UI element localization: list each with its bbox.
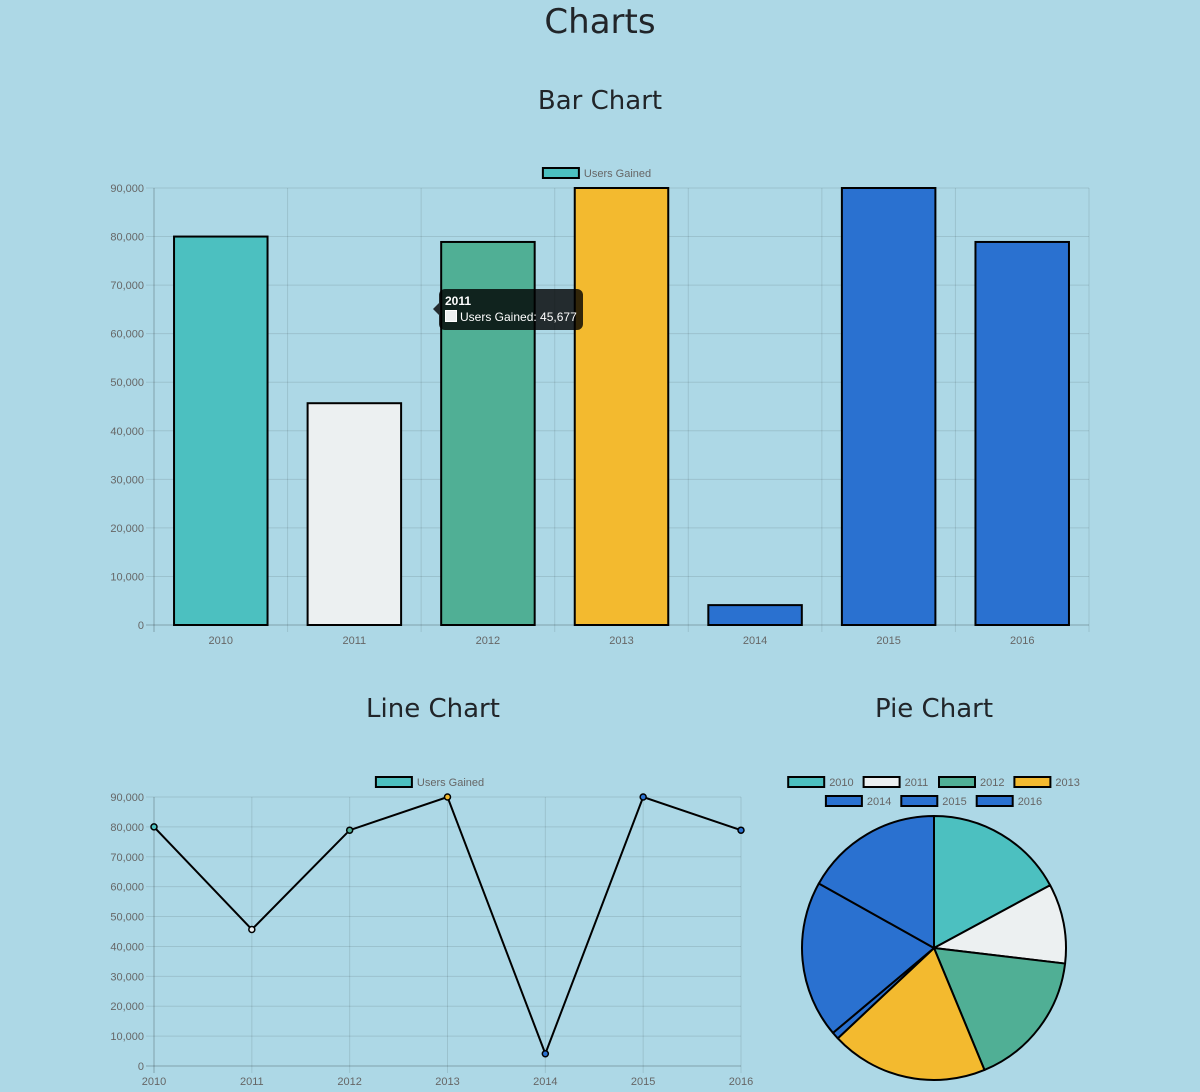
tooltip-color-swatch	[445, 310, 457, 322]
pie-chart-title: Pie Chart	[874, 694, 994, 724]
legend-item-2014[interactable]: 2014	[824, 795, 891, 808]
legend-label: 2013	[1055, 777, 1079, 789]
bar-2010[interactable]	[173, 235, 269, 627]
y-tick-label: 40,000	[110, 426, 144, 438]
legend-swatch	[900, 795, 939, 807]
y-tick-label: 0	[138, 620, 144, 632]
legend-swatch	[862, 776, 901, 788]
y-tick-label: 30,000	[110, 474, 144, 486]
legend-label: 2015	[942, 796, 966, 808]
x-tick-label: 2010	[209, 635, 233, 647]
legend-swatch	[787, 776, 826, 788]
legend-label: 2016	[1018, 796, 1042, 808]
y-tick-label: 80,000	[110, 232, 144, 244]
x-tick-label: 2016	[1010, 635, 1034, 647]
y-tick-label: 90,000	[110, 792, 144, 804]
legend-label: 2012	[980, 777, 1004, 789]
legend-item-2011[interactable]: 2011	[862, 776, 929, 789]
legend-label: Users Gained	[417, 777, 484, 789]
bar-chart-title: Bar Chart	[537, 86, 663, 116]
legend-swatch	[541, 167, 580, 179]
bar-2013[interactable]	[573, 187, 670, 626]
legend-item-2010[interactable]: 2010	[787, 776, 854, 789]
y-tick-label: 20,000	[110, 1001, 144, 1013]
line-point-2011[interactable]	[248, 925, 256, 934]
legend-label: 2014	[867, 796, 891, 808]
legend-swatch	[938, 776, 976, 788]
page-title: Charts	[544, 2, 656, 42]
pie-slice-2013[interactable]	[836, 947, 986, 1081]
tooltip-title: 2011	[445, 294, 472, 308]
x-tick-label: 2012	[476, 635, 500, 647]
pie-slice-2010[interactable]	[933, 815, 1052, 949]
x-tick-label: 2013	[609, 635, 633, 647]
line-point-2015[interactable]	[639, 793, 647, 801]
legend-item[interactable]: Users Gained	[541, 167, 651, 180]
legend-swatch	[374, 776, 413, 788]
legend-label: 2010	[829, 777, 853, 789]
legend-item-2012[interactable]: 2012	[938, 776, 1004, 789]
y-tick-label: 60,000	[110, 329, 144, 341]
pie-slice-2011[interactable]	[933, 884, 1067, 965]
chart-tooltip: 2011 Users Gained: 45,677	[433, 289, 583, 330]
legend-item[interactable]: Users Gained	[374, 776, 484, 789]
y-tick-label: 60,000	[110, 882, 144, 894]
y-tick-label: 0	[138, 1061, 144, 1073]
y-tick-label: 40,000	[110, 941, 144, 953]
y-tick-label: 80,000	[110, 822, 144, 834]
bar-2015[interactable]	[840, 187, 937, 626]
x-tick-label: 2011	[343, 635, 367, 647]
legend-swatch	[975, 795, 1014, 807]
y-tick-label: 50,000	[110, 377, 144, 389]
y-tick-label: 10,000	[110, 1031, 144, 1043]
pie-slice-2012[interactable]	[933, 947, 1067, 1071]
line-point-2014[interactable]	[541, 1050, 550, 1058]
legend-swatch	[824, 795, 863, 807]
bar-2014[interactable]	[707, 604, 803, 626]
y-tick-label: 30,000	[110, 971, 144, 983]
legend-label: Users Gained	[584, 168, 651, 180]
x-tick-label: 2012	[337, 1076, 361, 1088]
x-tick-label: 2010	[142, 1076, 166, 1088]
line-point-2013[interactable]	[443, 793, 452, 801]
pie-slice-2015[interactable]	[801, 882, 935, 1034]
x-tick-label: 2016	[729, 1076, 753, 1088]
legend-label: 2011	[905, 777, 929, 789]
x-tick-label: 2011	[240, 1076, 264, 1088]
legend-item-2013[interactable]: 2013	[1013, 776, 1080, 789]
legend-swatch	[1013, 776, 1052, 788]
legend-item-2015[interactable]: 2015	[900, 795, 967, 808]
y-tick-label: 50,000	[110, 912, 144, 924]
bar-2016[interactable]	[974, 240, 1070, 627]
legend-item-2016[interactable]: 2016	[975, 795, 1042, 808]
line-chart-title: Line Chart	[366, 694, 500, 724]
x-tick-label: 2014	[743, 635, 767, 647]
x-tick-label: 2014	[533, 1076, 557, 1088]
pie-slice-2016[interactable]	[817, 815, 935, 949]
x-tick-label: 2013	[435, 1076, 459, 1088]
line-point-2010[interactable]	[150, 823, 158, 831]
bar-2011[interactable]	[306, 402, 403, 627]
line-point-2012[interactable]	[345, 826, 354, 834]
y-tick-label: 70,000	[110, 852, 144, 864]
y-tick-label: 90,000	[110, 183, 144, 195]
x-tick-label: 2015	[876, 635, 900, 647]
y-tick-label: 70,000	[110, 280, 144, 292]
tooltip-label: Users Gained: 45,677	[460, 310, 577, 324]
x-tick-label: 2015	[631, 1076, 655, 1088]
y-tick-label: 20,000	[110, 523, 144, 535]
line-point-2016[interactable]	[737, 826, 745, 834]
y-tick-label: 10,000	[110, 571, 144, 583]
